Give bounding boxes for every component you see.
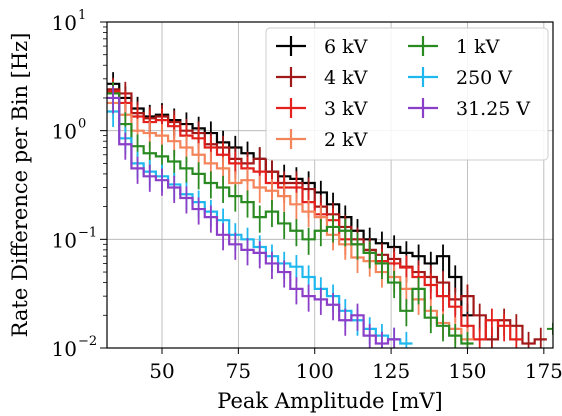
legend-label: 4 kV [324,67,368,89]
legend-item: 4 kV [276,67,368,89]
x-tick-label: 75 [226,359,251,383]
legend-item: 1 kV [408,36,500,58]
plot-frame [106,21,554,349]
legend-item: 6 kV [276,36,368,58]
y-tick-label: 10 [52,120,77,144]
series-line [107,96,401,345]
y-tick-label: 10 [52,228,77,252]
x-tick-label: 175 [525,359,562,383]
legend-label: 2 kV [324,129,368,151]
x-tick-label: 100 [296,359,334,383]
legend-label: 250 V [456,67,512,89]
legend-item: 2 kV [276,129,368,151]
series-line [107,92,474,345]
legend-label: 6 kV [324,36,368,58]
legend-item: 250 V [408,67,512,89]
x-tick-label: 50 [149,359,174,383]
x-axis: 50 75 100 125 150 175 [149,348,562,383]
series-31-25-v [107,86,401,348]
legend-label: 3 kV [324,98,368,120]
y-tick-exponent: −1 [78,225,97,240]
legend-box [265,27,549,161]
legend: 6 kV 4 kV 3 kV 2 kV 1 kV 250 V 31.25 V [265,27,549,161]
y-tick-label: 10 [52,337,77,361]
y-tick-exponent: 0 [78,117,86,132]
y-tick-exponent: −2 [78,334,97,349]
y-tick-label: 10 [52,11,77,35]
legend-label: 1 kV [456,36,500,58]
x-axis-label: Peak Amplitude [mV] [217,389,442,413]
legend-item: 3 kV [276,98,368,120]
y-tick-exponent: 1 [78,8,86,23]
legend-label: 31.25 V [456,98,530,120]
legend-item: 31.25 V [408,98,530,120]
x-tick-label: 125 [372,359,410,383]
y-axis-label: Rate Difference per Bin [Hz] [8,33,32,338]
x-tick-label: 150 [448,359,486,383]
series-layer [107,72,553,348]
